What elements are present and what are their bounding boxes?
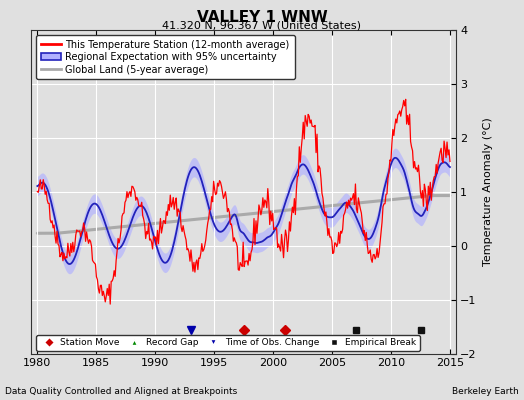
Text: Data Quality Controlled and Aligned at Breakpoints: Data Quality Controlled and Aligned at B… (5, 387, 237, 396)
Legend: Station Move, Record Gap, Time of Obs. Change, Empirical Break: Station Move, Record Gap, Time of Obs. C… (36, 335, 420, 351)
Text: VALLEY 1 WNW: VALLEY 1 WNW (196, 10, 328, 25)
Y-axis label: Temperature Anomaly (°C): Temperature Anomaly (°C) (484, 118, 494, 266)
Text: Berkeley Earth: Berkeley Earth (452, 387, 519, 396)
Text: 41.320 N, 96.367 W (United States): 41.320 N, 96.367 W (United States) (162, 20, 362, 30)
